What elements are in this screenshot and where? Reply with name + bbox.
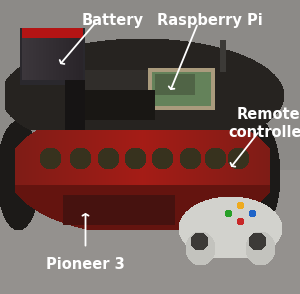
Text: Battery: Battery xyxy=(82,13,143,28)
Text: Raspberry Pi: Raspberry Pi xyxy=(157,13,263,28)
Text: Remote
controller: Remote controller xyxy=(228,107,300,140)
Text: Pioneer 3: Pioneer 3 xyxy=(46,257,125,272)
